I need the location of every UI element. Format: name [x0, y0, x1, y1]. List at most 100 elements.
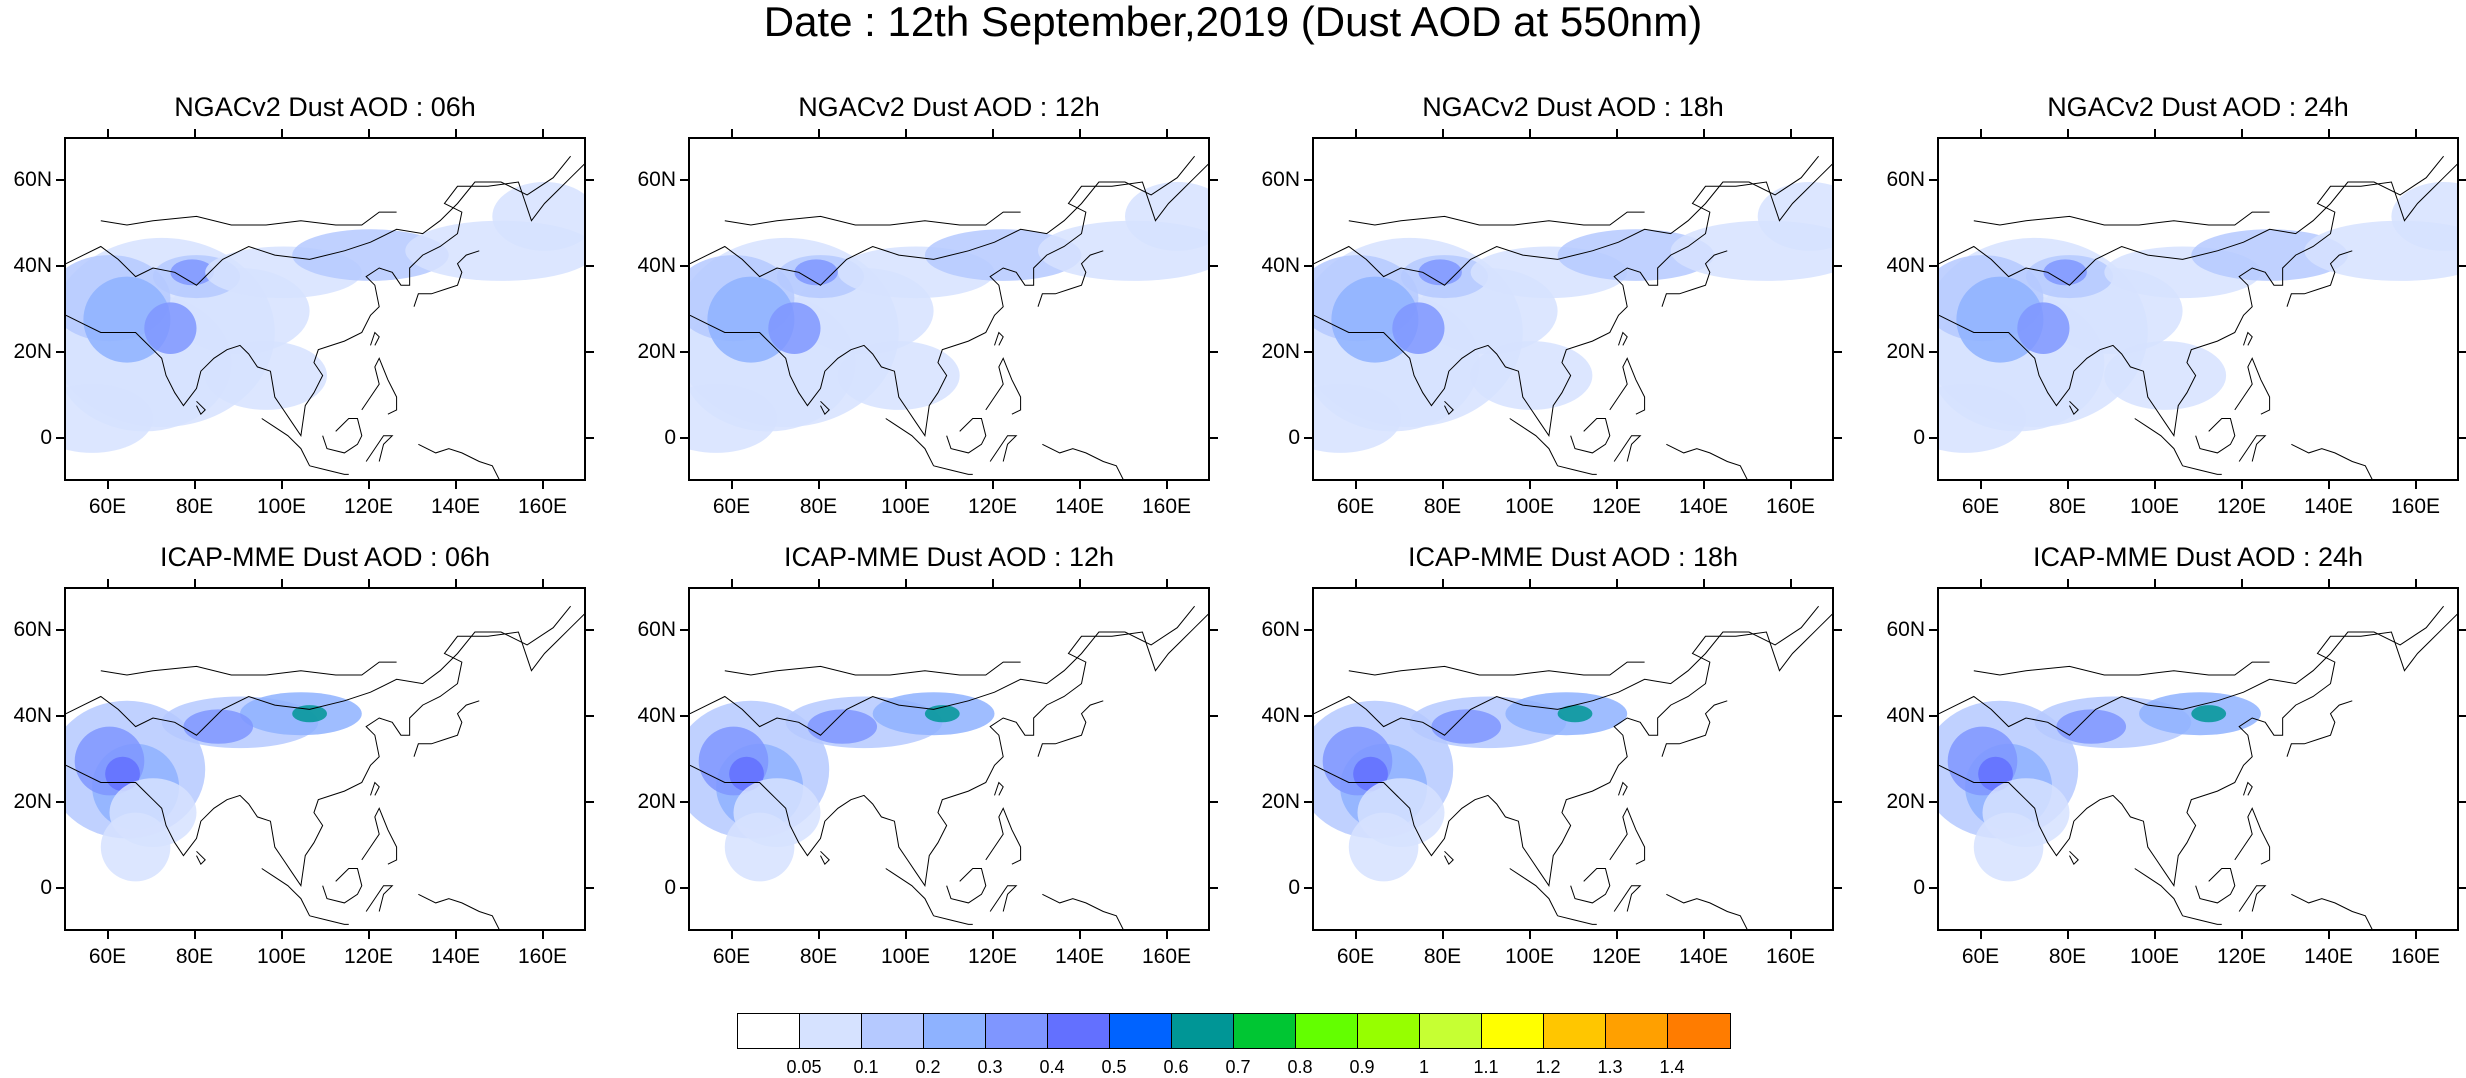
panel-title: ICAP-MME Dust AOD : 24h — [2032, 542, 2364, 572]
map-frame — [688, 587, 1210, 931]
lon-tick-label: 60E — [712, 945, 751, 968]
lat-tick — [1304, 351, 1312, 353]
lon-tick-label: 60E — [88, 945, 127, 968]
coastline — [66, 155, 571, 286]
lon-tick — [904, 481, 907, 489]
lat-tick-label: 20N — [13, 340, 52, 363]
coastline — [1037, 700, 1104, 757]
lat-tick-label: 0 — [1913, 426, 1925, 449]
dust-field — [2104, 341, 2227, 410]
dust-field — [837, 341, 960, 410]
coastline — [2286, 700, 2353, 757]
coastline — [989, 435, 1018, 462]
colorbar-label: 1.1 — [1473, 1057, 1499, 1077]
coastline — [1613, 885, 1642, 912]
coastline — [994, 331, 1004, 346]
coastline — [66, 605, 571, 736]
coastline — [1314, 155, 1819, 286]
coastline — [1557, 465, 1597, 475]
coastline — [690, 163, 1208, 438]
dust-field — [100, 812, 171, 882]
lon-tick — [1615, 481, 1618, 489]
dust-field — [1973, 812, 2044, 882]
lat-tick-label: 0 — [1288, 876, 1300, 899]
lon-tick-label: 160E — [517, 495, 568, 518]
dust-field — [492, 182, 584, 251]
lon-tick-label: 120E — [343, 495, 394, 518]
coastline — [1444, 400, 1454, 416]
coastline — [1618, 331, 1628, 346]
coastline — [1570, 868, 1611, 904]
coastline — [1618, 781, 1628, 796]
lon-tick-label: 60E — [712, 495, 751, 518]
coastline — [261, 418, 311, 467]
lon-tick — [1078, 129, 1081, 137]
lat-tick — [680, 351, 688, 353]
coastline — [365, 435, 394, 462]
coastline — [989, 885, 1018, 912]
colorbar-label: 0.8 — [1287, 1057, 1313, 1077]
colorbar — [737, 1013, 1731, 1049]
dust-field — [1125, 182, 1208, 251]
coastline — [370, 781, 380, 796]
lat-tick — [56, 265, 64, 267]
lat-tick — [56, 179, 64, 181]
coastline — [1939, 605, 2444, 736]
dust-field — [807, 709, 878, 744]
lon-tick — [454, 931, 457, 939]
lat-tick-label: 40N — [13, 254, 52, 277]
lat-tick — [56, 437, 64, 439]
lon-tick-label: 80E — [175, 945, 214, 968]
colorbar-label: 0.3 — [977, 1057, 1003, 1077]
coastline — [100, 211, 397, 226]
lon-tick — [2153, 129, 2156, 137]
dust-field — [2017, 302, 2070, 354]
coastline — [1613, 435, 1642, 462]
coastline — [1037, 250, 1104, 307]
lat-tick — [2459, 351, 2466, 353]
lon-tick — [730, 931, 733, 939]
dust-field — [2191, 705, 2227, 723]
lon-tick — [367, 129, 370, 137]
lon-tick-label: 160E — [1765, 495, 1816, 518]
lon-tick — [817, 481, 820, 489]
lon-tick-label: 80E — [175, 495, 214, 518]
lat-tick-label: 60N — [637, 168, 676, 191]
coastline — [690, 155, 1195, 286]
dust-field — [205, 341, 327, 410]
lon-tick-label: 100E — [2129, 945, 2180, 968]
coastline — [66, 613, 584, 888]
lon-tick — [193, 481, 196, 489]
lat-tick-label: 0 — [40, 876, 52, 899]
lon-tick — [904, 579, 907, 587]
lat-tick-label: 40N — [13, 704, 52, 727]
colorbar-swatch — [1420, 1014, 1482, 1048]
coastline — [2238, 435, 2267, 462]
coastline — [2291, 443, 2373, 479]
lon-tick — [2414, 579, 2417, 587]
lat-tick — [56, 351, 64, 353]
lat-tick — [1304, 437, 1312, 439]
lon-tick — [1789, 931, 1792, 939]
dust-field — [1418, 259, 1462, 286]
coastline — [1348, 661, 1645, 676]
lon-tick-label: 140E — [430, 495, 481, 518]
panel-title: NGACv2 Dust AOD : 12h — [798, 92, 1100, 122]
coastline — [66, 163, 584, 438]
lon-tick — [280, 129, 283, 137]
lon-tick-label: 140E — [1054, 495, 1105, 518]
lat-tick — [1304, 179, 1312, 181]
lat-tick — [680, 887, 688, 889]
lon-tick — [1979, 481, 1982, 489]
lat-tick — [1929, 801, 1937, 803]
coastline — [1661, 250, 1728, 307]
colorbar-swatch — [1544, 1014, 1606, 1048]
lon-tick — [1078, 931, 1081, 939]
coastline — [1042, 893, 1124, 929]
lon-tick — [2066, 481, 2069, 489]
coastline — [2243, 331, 2253, 346]
lat-tick-label: 60N — [13, 618, 52, 641]
lat-tick-label: 20N — [13, 790, 52, 813]
dust-field — [1470, 341, 1593, 410]
lon-tick — [367, 579, 370, 587]
